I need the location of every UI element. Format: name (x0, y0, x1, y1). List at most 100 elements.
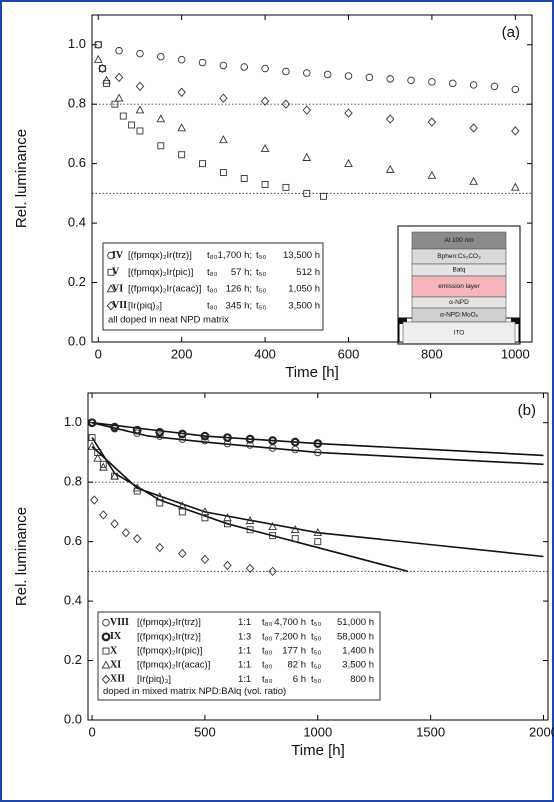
legend-marker (102, 618, 110, 627)
y-tick-label: 1.0 (64, 414, 82, 429)
legend-t50: 1,050 h (288, 284, 320, 295)
inset-label: Bphen:Cs₂CO₃ (437, 253, 481, 260)
legend-t80: 82 h (288, 660, 307, 671)
y-tick-label: 0.4 (64, 593, 82, 608)
data-point (407, 76, 415, 85)
legend-ratio: 1:3 (238, 631, 251, 642)
data-point (135, 105, 145, 114)
legend-t80: 57 h; (231, 267, 252, 278)
legend-t80-label: t₈₀ (207, 284, 218, 295)
data-point (344, 108, 353, 118)
data-point (132, 425, 142, 435)
panel-label: (a) (502, 24, 520, 41)
legend-name: [Ir(piq)₃] (137, 674, 171, 685)
legend-marker (107, 251, 115, 260)
legend-t80-label: t₈₀ (262, 674, 273, 685)
inset-label: α-NPD:MoOₓ (440, 312, 479, 319)
data-point (469, 123, 478, 133)
data-point (201, 436, 209, 445)
data-point (268, 522, 277, 531)
data-point (427, 170, 437, 179)
data-point (155, 492, 165, 501)
legend-id: IV (112, 250, 124, 261)
data-point (428, 78, 436, 86)
data-point (128, 121, 136, 129)
data-point (281, 99, 291, 109)
data-point (323, 70, 332, 79)
data-point (290, 437, 300, 447)
legend-t50: 3,500 h (342, 660, 374, 671)
data-point (110, 422, 120, 432)
data-point (365, 73, 374, 82)
legend-name: [(fpmqx)₂Ir(pic)] (128, 267, 193, 278)
legend-name: [(fpmqx)₂Ir(trz)] (128, 250, 192, 261)
x-tick-label: 0 (95, 346, 102, 361)
legend-t50: 58,000 h (337, 631, 374, 642)
legend-t80-label: t₈₀ (262, 631, 273, 642)
data-point (99, 510, 108, 520)
data-point (268, 566, 277, 577)
legend-box (102, 242, 324, 331)
data-point (449, 79, 457, 88)
data-point (219, 61, 228, 70)
data-point (344, 158, 353, 167)
legend-t80: 4,700 h (274, 617, 306, 628)
legend-id: X (110, 645, 118, 656)
data-point (314, 538, 322, 546)
legend-t50: 800 h (350, 674, 374, 685)
legend-t80: 177 h (282, 646, 306, 657)
legend-id: IX (110, 631, 122, 642)
legend-t80: 345 h; (226, 300, 252, 311)
data-point (303, 189, 311, 197)
legend-id: VII (112, 300, 127, 311)
legend-ratio: 1:1 (238, 646, 251, 657)
legend-t80-label: t₈₀ (262, 617, 273, 628)
data-point (157, 142, 165, 150)
legend-ratio: 1:1 (238, 674, 251, 685)
legend-t50-label: t₅₀ (311, 660, 321, 671)
data-point (178, 435, 187, 443)
legend-id: VI (112, 283, 123, 294)
data-point (427, 117, 437, 127)
data-point (469, 81, 478, 89)
data-point (511, 85, 520, 94)
y-tick-label: 1.0 (68, 36, 86, 51)
x-tick-label: 200 (171, 346, 193, 361)
data-point (261, 64, 269, 73)
legend-t50: 13,500 h (283, 250, 320, 261)
data-point (198, 58, 207, 67)
data-point (178, 548, 187, 559)
data-point (219, 93, 228, 103)
data-point (93, 54, 103, 63)
legend-marker (101, 660, 111, 669)
legend-id: XII (110, 674, 125, 685)
data-point (87, 418, 97, 428)
data-point (344, 72, 353, 80)
legend-name: [(fpmqx)₂Ir(trz)] (137, 617, 201, 628)
data-point (94, 41, 102, 49)
legend-t50-label: t₅₀ (311, 646, 321, 657)
inset-contact (511, 318, 519, 324)
inset-label: Al 100 nm (444, 237, 473, 244)
data-point (133, 429, 141, 437)
data-point (102, 75, 111, 84)
data-point (386, 75, 394, 83)
data-point (99, 460, 107, 468)
legend-name: [(fpmqx)₂Ir(acac)] (137, 660, 210, 671)
data-point (385, 164, 395, 173)
data-point (98, 462, 108, 471)
data-point (98, 63, 107, 74)
data-point (156, 114, 166, 123)
x-tick-label: 0 (88, 724, 95, 739)
data-point (245, 434, 255, 444)
legend-name: [(fpmqx)₂Ir(acac)] (128, 284, 201, 295)
data-point (303, 69, 311, 77)
data-point (114, 72, 124, 83)
data-point (511, 126, 520, 136)
legend-t50: 1,400 h (342, 646, 374, 657)
data-point (302, 105, 311, 115)
data-point (245, 563, 255, 574)
y-axis-title: Rel. luminance (13, 129, 30, 228)
